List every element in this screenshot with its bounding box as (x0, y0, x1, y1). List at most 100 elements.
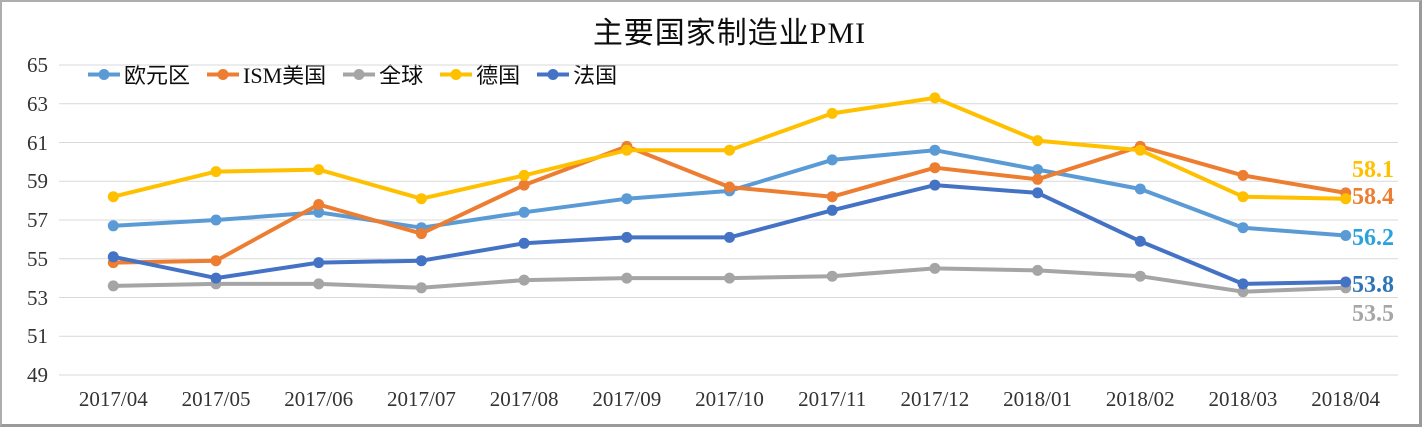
marker-法国-2017/06 (313, 257, 325, 269)
marker-全球-2018/01 (1032, 264, 1044, 276)
marker-法国-2017/04 (107, 251, 119, 263)
marker-法国-2018/04 (1340, 276, 1352, 288)
marker-欧元区-2018/03 (1237, 222, 1249, 234)
y-axis-tick-61: 61 (27, 130, 48, 155)
marker-德国-2017/08 (518, 169, 530, 181)
marker-德国-2017/06 (313, 164, 325, 176)
marker-全球-2017/10 (724, 272, 735, 284)
legend-marker-icon-ISM美国 (207, 68, 240, 80)
marker-法国-2017/12 (929, 179, 941, 191)
chart-legend: 欧元区 ISM美国 全球 德国 法国 (87, 60, 617, 88)
x-axis-tick-2017/10: 2017/10 (695, 387, 764, 411)
marker-德国-2018/02 (1134, 144, 1146, 156)
x-axis-tick-2018/01: 2018/01 (1003, 387, 1072, 411)
legend-marker-icon-欧元区 (88, 68, 120, 80)
marker-法国-2017/11 (826, 204, 838, 216)
marker-欧元区-2018/01 (1032, 164, 1044, 176)
y-axis-tick-57: 57 (27, 208, 48, 232)
marker-欧元区-2018/02 (1134, 183, 1146, 195)
marker-欧元区-2017/08 (518, 206, 530, 218)
x-axis-tick-2018/02: 2018/02 (1105, 387, 1175, 411)
marker-欧元区-2017/12 (929, 144, 941, 156)
legend-item-全球: 全球 (342, 58, 423, 90)
end-label-欧元区: 56.2 (1352, 224, 1394, 251)
marker-ISM美国-2017/06 (313, 199, 325, 210)
marker-ISM美国-2017/08 (518, 179, 530, 191)
x-axis-tick-2017/08: 2017/08 (489, 387, 559, 411)
marker-德国-2017/11 (826, 107, 838, 119)
y-axis-tick-63: 63 (27, 91, 48, 116)
marker-欧元区-2017/06 (313, 206, 325, 218)
marker-ISM美国-2018/01 (1032, 173, 1044, 185)
legend-label: ISM美国 (243, 63, 327, 88)
x-axis-tick-2017/12: 2017/12 (900, 387, 970, 411)
marker-德国-2018/04 (1340, 193, 1352, 205)
legend-marker-icon-法国 (537, 68, 570, 80)
marker-德国-2017/12 (929, 92, 941, 104)
x-axis-tick-2017/07: 2017/07 (387, 387, 456, 411)
marker-德国-2017/07 (415, 193, 427, 205)
marker-全球-2017/11 (826, 270, 838, 282)
x-axis-tick-2018/04: 2018/04 (1311, 387, 1381, 411)
legend-marker-icon-全球 (343, 68, 376, 80)
marker-法国-2018/03 (1237, 278, 1249, 290)
marker-法国-2017/10 (724, 231, 735, 243)
marker-全球-2017/12 (929, 262, 941, 274)
marker-全球-2017/09 (621, 272, 633, 284)
legend-item-ISM美国: ISM美国 (206, 58, 326, 90)
y-axis-tick-65: 65 (27, 53, 48, 77)
end-label-全球: 53.5 (1352, 300, 1394, 327)
x-axis-tick-2018/03: 2018/03 (1208, 387, 1278, 411)
legend-item-德国: 德国 (439, 58, 520, 90)
legend-label: 德国 (476, 63, 521, 88)
legend-item-法国: 法国 (536, 58, 617, 90)
marker-法国-2017/05 (210, 272, 222, 284)
marker-ISM美国-2017/11 (826, 191, 838, 203)
marker-法国-2017/07 (415, 255, 427, 267)
x-axis-tick-2017/11: 2017/11 (798, 387, 867, 411)
marker-全球-2017/06 (313, 278, 325, 290)
marker-德国-2018/01 (1032, 135, 1044, 147)
marker-德国-2017/04 (107, 191, 119, 203)
marker-欧元区-2017/05 (210, 214, 222, 226)
marker-ISM美国-2017/10 (724, 181, 735, 193)
marker-全球-2017/07 (415, 282, 427, 294)
marker-全球-2017/04 (107, 280, 119, 292)
y-axis-tick-55: 55 (27, 246, 48, 271)
legend-label: 法国 (573, 63, 618, 88)
end-label-德国: 58.1 (1352, 156, 1394, 183)
legend-marker-icon-德国 (440, 68, 473, 80)
legend-item-欧元区: 欧元区 (87, 58, 190, 90)
marker-ISM美国-2018/03 (1237, 169, 1249, 181)
marker-法国-2018/02 (1134, 235, 1146, 247)
legend-label: 欧元区 (124, 63, 191, 88)
marker-欧元区-2017/09 (621, 193, 633, 205)
marker-德国-2017/09 (621, 144, 633, 156)
x-axis-tick-2017/06: 2017/06 (284, 387, 354, 411)
marker-法国-2018/01 (1032, 187, 1044, 199)
marker-全球-2018/03 (1237, 286, 1249, 298)
marker-ISM美国-2017/07 (415, 228, 427, 240)
marker-欧元区-2017/11 (826, 154, 838, 166)
series-line-ISM美国 (111, 144, 1348, 265)
marker-德国-2017/10 (724, 144, 735, 156)
y-axis-tick-53: 53 (27, 285, 48, 310)
marker-ISM美国-2017/05 (210, 255, 222, 267)
end-label-法国: 53.8 (1352, 272, 1394, 298)
x-axis-tick-2017/09: 2017/09 (592, 387, 662, 411)
marker-全球-2017/08 (518, 274, 530, 286)
marker-法国-2017/08 (518, 237, 530, 249)
x-axis-tick-2017/04: 2017/04 (78, 387, 148, 411)
y-axis-tick-59: 59 (27, 169, 48, 194)
marker-全球-2018/02 (1134, 270, 1146, 282)
legend-label: 全球 (379, 63, 424, 88)
marker-欧元区-2018/04 (1340, 230, 1352, 241)
chart-title: 主要国家制造业PMI (592, 17, 867, 50)
marker-ISM美国-2017/12 (929, 162, 941, 174)
marker-法国-2017/09 (621, 231, 633, 243)
end-label-ISM美国: 58.4 (1352, 183, 1394, 210)
x-axis-tick-2017/05: 2017/05 (181, 387, 251, 411)
marker-欧元区-2017/04 (107, 220, 119, 232)
